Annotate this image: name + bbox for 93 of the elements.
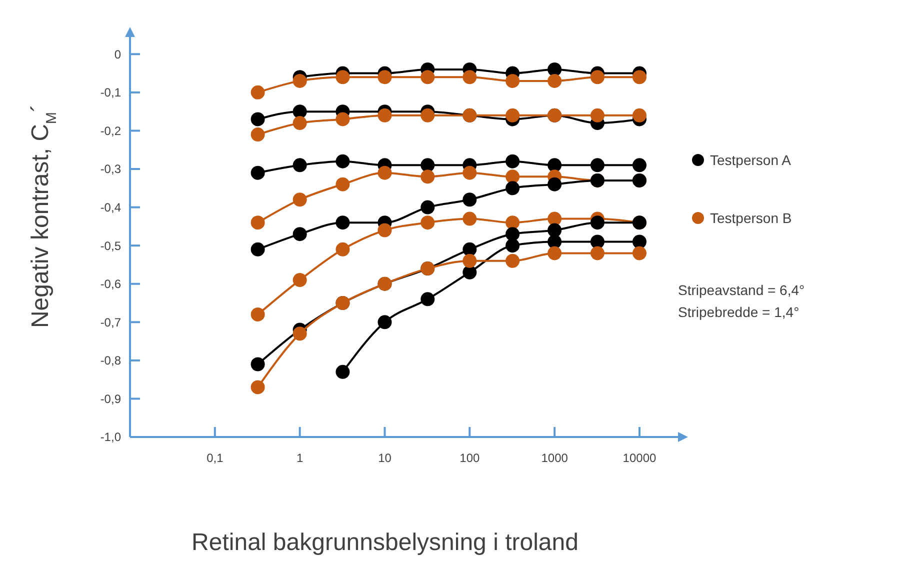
point (506, 181, 520, 196)
point (292, 192, 307, 207)
point (420, 158, 435, 172)
point (250, 242, 265, 256)
x-tick-label: 1000 (541, 451, 568, 465)
point (250, 357, 265, 372)
point (590, 108, 604, 122)
point (336, 154, 350, 168)
point (506, 74, 520, 88)
point (548, 74, 562, 88)
y-tick-label: -0,9 (100, 392, 122, 406)
point (336, 364, 350, 379)
y-tick-label: -0,1 (100, 86, 122, 100)
point (548, 158, 562, 172)
y-tick-label: -1,0 (100, 430, 122, 444)
point (336, 216, 350, 230)
point (292, 116, 307, 130)
point (462, 212, 477, 226)
point (420, 292, 435, 306)
y-tick-label: 0 (114, 47, 122, 62)
point (250, 112, 265, 126)
point (336, 112, 350, 126)
point (506, 238, 520, 253)
y-tick-label: -0,8 (100, 354, 122, 368)
legend-label: Testperson A (710, 152, 792, 168)
point (590, 246, 604, 260)
point (462, 254, 477, 268)
point (250, 216, 265, 230)
point (506, 154, 520, 168)
point (292, 104, 307, 119)
point (548, 212, 562, 226)
point (420, 70, 435, 84)
point (250, 166, 265, 180)
point (462, 192, 477, 207)
point (632, 70, 646, 84)
x-tick-label: 1 (296, 451, 304, 465)
point (250, 380, 265, 394)
annotation: Stripebredde = 1,4° (678, 304, 800, 320)
point (292, 273, 307, 288)
point (590, 158, 604, 172)
point (378, 70, 392, 84)
point (336, 70, 350, 84)
x-tick-label: 10000 (622, 451, 656, 465)
point (462, 242, 477, 256)
point (506, 170, 520, 184)
annotation: Stripeavstand = 6,4° (678, 282, 805, 298)
y-tick-label: -0,4 (100, 200, 122, 214)
point (250, 128, 265, 142)
point (292, 326, 307, 341)
point (378, 108, 392, 122)
point (548, 177, 562, 192)
x-tick-label: 100 (460, 451, 480, 465)
legend-label: Testperson B (710, 210, 792, 226)
x-axis-title: Retinal bakgrunnsbelysning i troland (192, 529, 578, 556)
point (506, 254, 520, 268)
point (336, 242, 350, 256)
point (336, 177, 350, 192)
point (548, 234, 562, 249)
point (462, 70, 477, 84)
point (420, 108, 435, 122)
point (378, 223, 392, 238)
point (548, 223, 562, 238)
point (506, 216, 520, 230)
point (292, 227, 307, 242)
point (462, 166, 477, 180)
point (548, 246, 562, 260)
y-tick-label: -0,2 (100, 124, 122, 138)
y-tick-label: -0,5 (100, 238, 122, 253)
point (420, 200, 435, 214)
point (506, 227, 520, 242)
point (548, 62, 562, 76)
point (292, 158, 307, 172)
point (632, 108, 646, 122)
point (632, 158, 646, 172)
point (250, 307, 265, 322)
y-tick-label: -0,6 (100, 277, 122, 292)
point (420, 170, 435, 184)
point (250, 85, 265, 100)
point (378, 315, 392, 330)
y-tick-label: -0,3 (100, 162, 122, 176)
point (420, 216, 435, 230)
x-tick-label: 0,1 (206, 451, 224, 465)
point (632, 234, 646, 249)
point (378, 166, 392, 180)
point (632, 246, 646, 260)
point (590, 216, 604, 230)
point (590, 234, 604, 249)
point (590, 70, 604, 84)
point (462, 265, 477, 280)
point (506, 108, 520, 122)
y-tick-label: -0,7 (100, 315, 122, 330)
point (292, 74, 307, 88)
x-tick-label: 10 (378, 451, 392, 465)
